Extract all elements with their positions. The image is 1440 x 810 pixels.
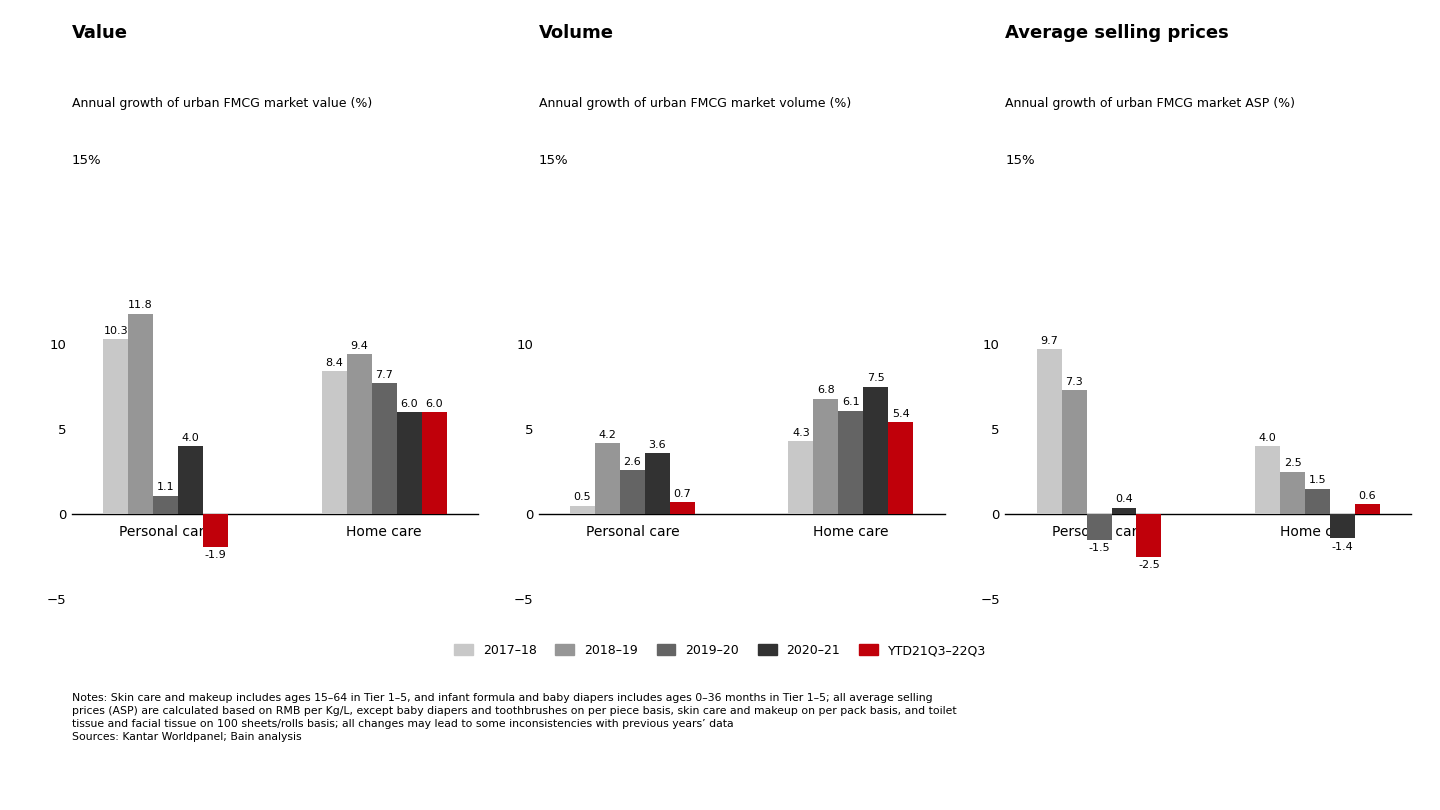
Text: Average selling prices: Average selling prices <box>1005 24 1230 42</box>
Bar <box>619 470 645 514</box>
Text: 3.6: 3.6 <box>648 440 667 450</box>
Text: -1.4: -1.4 <box>1332 542 1354 552</box>
Text: Annual growth of urban FMCG market volume (%): Annual growth of urban FMCG market volum… <box>539 97 851 110</box>
Bar <box>179 446 203 514</box>
Text: 6.1: 6.1 <box>842 397 860 407</box>
Text: 9.7: 9.7 <box>1040 336 1058 346</box>
Bar <box>670 502 694 514</box>
Text: 6.8: 6.8 <box>816 386 835 395</box>
Bar <box>396 412 422 514</box>
Text: Annual growth of urban FMCG market value (%): Annual growth of urban FMCG market value… <box>72 97 373 110</box>
Text: 6.0: 6.0 <box>425 399 444 409</box>
Bar <box>422 412 446 514</box>
Text: 2.5: 2.5 <box>1283 458 1302 468</box>
Text: 4.2: 4.2 <box>599 429 616 440</box>
Bar <box>570 505 595 514</box>
Bar <box>864 387 888 514</box>
Text: Volume: Volume <box>539 24 613 42</box>
Text: 2.6: 2.6 <box>624 457 641 467</box>
Text: Notes: Skin care and makeup includes ages 15–64 in Tier 1–5, and infant formula : Notes: Skin care and makeup includes age… <box>72 693 956 742</box>
Text: 7.7: 7.7 <box>376 370 393 380</box>
Bar <box>814 399 838 514</box>
Bar <box>104 339 128 514</box>
Bar <box>888 423 913 514</box>
Bar <box>1112 508 1136 514</box>
Text: 15%: 15% <box>539 154 569 167</box>
Text: 15%: 15% <box>72 154 102 167</box>
Bar <box>153 496 179 514</box>
Legend: 2017–18, 2018–19, 2019–20, 2020–21, YTD21Q3–22Q3: 2017–18, 2018–19, 2019–20, 2020–21, YTD2… <box>449 639 991 662</box>
Text: 5.4: 5.4 <box>891 409 910 419</box>
Bar <box>1355 504 1380 514</box>
Text: 0.6: 0.6 <box>1359 491 1377 501</box>
Bar <box>321 372 347 514</box>
Bar <box>1037 349 1061 514</box>
Bar <box>645 453 670 514</box>
Text: Annual growth of urban FMCG market ASP (%): Annual growth of urban FMCG market ASP (… <box>1005 97 1296 110</box>
Text: 4.3: 4.3 <box>792 428 809 437</box>
Text: 4.0: 4.0 <box>1259 433 1276 443</box>
Text: 6.0: 6.0 <box>400 399 418 409</box>
Text: 9.4: 9.4 <box>350 341 369 351</box>
Text: 1.1: 1.1 <box>157 482 174 492</box>
Bar <box>1331 514 1355 538</box>
Text: 10.3: 10.3 <box>104 326 128 335</box>
Text: 15%: 15% <box>1005 154 1035 167</box>
Text: 1.5: 1.5 <box>1309 475 1326 485</box>
Text: 8.4: 8.4 <box>325 358 343 368</box>
Bar <box>347 355 372 514</box>
Text: 7.5: 7.5 <box>867 373 884 383</box>
Bar <box>372 383 396 514</box>
Bar <box>203 514 228 547</box>
Text: 0.4: 0.4 <box>1115 494 1133 504</box>
Bar <box>1061 390 1087 514</box>
Bar <box>1136 514 1162 557</box>
Text: Value: Value <box>72 24 128 42</box>
Text: 4.0: 4.0 <box>181 433 200 443</box>
Bar <box>1256 446 1280 514</box>
Text: 7.3: 7.3 <box>1066 377 1083 387</box>
Bar <box>789 441 814 514</box>
Bar <box>1087 514 1112 540</box>
Text: 11.8: 11.8 <box>128 301 153 310</box>
Text: -2.5: -2.5 <box>1138 561 1159 570</box>
Text: -1.9: -1.9 <box>204 550 226 560</box>
Bar <box>595 443 619 514</box>
Bar <box>128 313 153 514</box>
Bar <box>1280 471 1305 514</box>
Text: 0.7: 0.7 <box>674 489 691 499</box>
Text: -1.5: -1.5 <box>1089 544 1110 553</box>
Bar <box>838 411 864 514</box>
Text: 0.5: 0.5 <box>573 492 592 502</box>
Bar <box>1305 489 1331 514</box>
